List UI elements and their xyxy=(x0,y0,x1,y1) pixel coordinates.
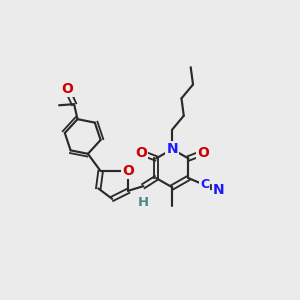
Text: H: H xyxy=(138,196,149,209)
Text: C: C xyxy=(200,178,209,191)
Text: O: O xyxy=(122,164,134,178)
Text: N: N xyxy=(213,183,224,196)
Text: N: N xyxy=(167,142,178,156)
Text: O: O xyxy=(61,82,73,96)
Text: O: O xyxy=(197,146,209,160)
Text: O: O xyxy=(135,146,147,160)
